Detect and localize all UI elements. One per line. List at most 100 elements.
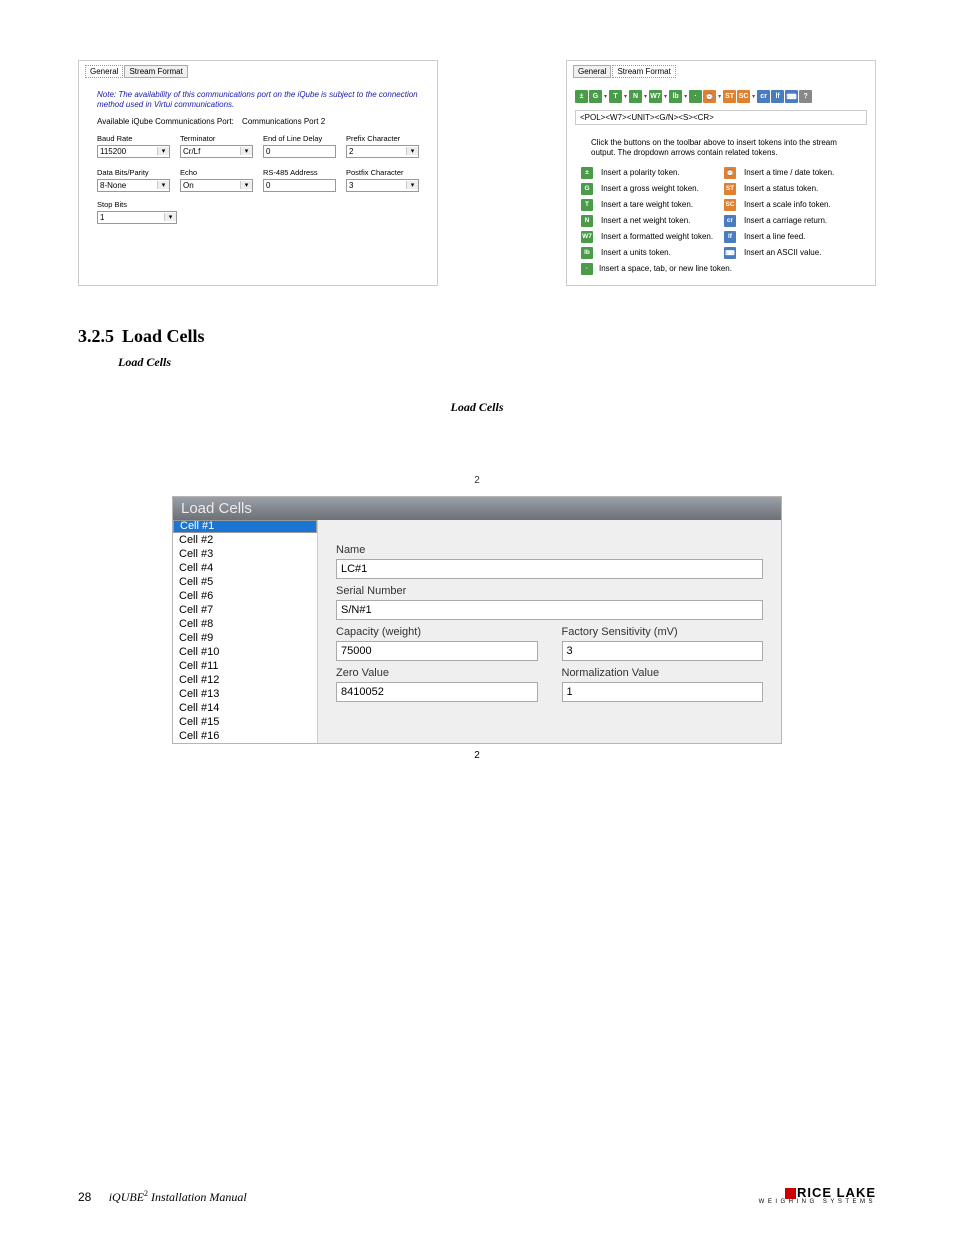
- format-string[interactable]: <POL><W7><UNIT><G/N><S><CR>: [575, 110, 867, 125]
- token-icon[interactable]: lb: [581, 247, 593, 259]
- chevron-down-icon[interactable]: ▾: [240, 147, 252, 155]
- chevron-down-icon[interactable]: ▾: [623, 93, 628, 100]
- net-icon[interactable]: N: [629, 90, 642, 103]
- section-subtitle: Load Cells: [118, 355, 876, 370]
- chevron-down-icon[interactable]: ▾: [683, 93, 688, 100]
- baud-select[interactable]: [98, 147, 157, 156]
- list-item[interactable]: Cell #15: [173, 715, 317, 729]
- dbp-label: Data Bits/Parity: [97, 168, 170, 177]
- chevron-down-icon[interactable]: ▾: [240, 181, 252, 189]
- general-config-panel: General Stream Format Note: The availabi…: [78, 60, 438, 286]
- capacity-label: Capacity (weight): [336, 626, 538, 638]
- chevron-down-icon[interactable]: ▾: [406, 147, 418, 155]
- list-item[interactable]: Cell #9: [173, 631, 317, 645]
- chevron-down-icon[interactable]: ▾: [663, 93, 668, 100]
- chevron-down-icon[interactable]: ▾: [717, 93, 722, 100]
- norm-label: Normalization Value: [562, 667, 764, 679]
- token-icon[interactable]: ⌚: [724, 167, 736, 179]
- cr-icon[interactable]: cr: [757, 90, 770, 103]
- stopbits-select[interactable]: [98, 213, 164, 222]
- zero-input[interactable]: [336, 682, 538, 702]
- chevron-down-icon[interactable]: ▾: [603, 93, 608, 100]
- list-item[interactable]: Cell #7: [173, 603, 317, 617]
- logo-text: RICE LAKE: [797, 1185, 876, 1200]
- token-icon[interactable]: ST: [724, 183, 736, 195]
- chevron-down-icon[interactable]: ▾: [157, 147, 169, 155]
- token-icon[interactable]: cr: [724, 215, 736, 227]
- list-item[interactable]: Cell #1: [173, 520, 317, 533]
- tab-stream-format[interactable]: Stream Format: [612, 65, 675, 78]
- list-item[interactable]: Cell #10: [173, 645, 317, 659]
- ascii-icon[interactable]: ⌨: [785, 90, 798, 103]
- token-icon[interactable]: SC: [724, 199, 736, 211]
- eol-input[interactable]: [264, 147, 335, 156]
- token-icon[interactable]: W7: [581, 231, 593, 243]
- list-item[interactable]: Cell #13: [173, 687, 317, 701]
- dbp-select[interactable]: [98, 181, 157, 190]
- polarity-icon[interactable]: ±: [575, 90, 588, 103]
- footer-left: 28 iQUBE2 Installation Manual: [78, 1189, 247, 1205]
- token-desc: Insert a space, tab, or new line token.: [599, 264, 732, 273]
- list-item[interactable]: Cell #5: [173, 575, 317, 589]
- chevron-down-icon[interactable]: ▾: [643, 93, 648, 100]
- token-desc: Insert a time / date token.: [744, 168, 861, 177]
- echo-label: Echo: [180, 168, 253, 177]
- token-icon[interactable]: G: [581, 183, 593, 195]
- space-icon[interactable]: ·: [689, 90, 702, 103]
- page-number: 28: [78, 1190, 91, 1204]
- tab-general[interactable]: General: [573, 65, 611, 78]
- list-item[interactable]: Cell #8: [173, 617, 317, 631]
- prefix-select[interactable]: [347, 147, 406, 156]
- token-desc: Insert a carriage return.: [744, 216, 861, 225]
- help-icon[interactable]: ?: [799, 90, 812, 103]
- chevron-down-icon[interactable]: ▾: [406, 181, 418, 189]
- list-item[interactable]: Cell #2: [173, 533, 317, 547]
- echo-select[interactable]: [181, 181, 240, 190]
- token-desc: Insert a line feed.: [744, 232, 861, 241]
- list-item[interactable]: Cell #16: [173, 729, 317, 743]
- gross-icon[interactable]: G: [589, 90, 602, 103]
- token-icon[interactable]: T: [581, 199, 593, 211]
- rs485-label: RS-485 Address: [263, 168, 336, 177]
- rs485-input[interactable]: [264, 181, 335, 190]
- section-heading: 3.2.5Load Cells: [78, 326, 876, 347]
- list-item[interactable]: Cell #14: [173, 701, 317, 715]
- tab-general[interactable]: General: [85, 65, 123, 78]
- eol-label: End of Line Delay: [263, 134, 336, 143]
- tab-stream-format[interactable]: Stream Format: [124, 65, 187, 78]
- token-icon[interactable]: ⌨: [724, 247, 736, 259]
- terminator-select[interactable]: [181, 147, 240, 156]
- token-icon[interactable]: ·: [581, 263, 593, 275]
- status-icon[interactable]: ST: [723, 90, 736, 103]
- name-label: Name: [336, 544, 763, 556]
- list-item[interactable]: Cell #11: [173, 659, 317, 673]
- units-icon[interactable]: lb: [669, 90, 682, 103]
- capacity-input[interactable]: [336, 641, 538, 661]
- token-desc: Insert a net weight token.: [601, 216, 718, 225]
- token-icon[interactable]: lf: [724, 231, 736, 243]
- tare-icon[interactable]: T: [609, 90, 622, 103]
- serial-label: Serial Number: [336, 585, 763, 597]
- list-item[interactable]: Cell #3: [173, 547, 317, 561]
- token-icon[interactable]: N: [581, 215, 593, 227]
- list-item[interactable]: Cell #4: [173, 561, 317, 575]
- w7-icon[interactable]: W7: [649, 90, 662, 103]
- list-item[interactable]: Cell #12: [173, 673, 317, 687]
- sensitivity-input[interactable]: [562, 641, 764, 661]
- token-icon[interactable]: ±: [581, 167, 593, 179]
- loose-number: 2: [78, 475, 876, 486]
- scaleinfo-icon[interactable]: SC: [737, 90, 750, 103]
- datetime-icon[interactable]: ⌚: [703, 90, 716, 103]
- norm-input[interactable]: [562, 682, 764, 702]
- lf-icon[interactable]: lf: [771, 90, 784, 103]
- serial-input[interactable]: [336, 600, 763, 620]
- chevron-down-icon[interactable]: ▾: [157, 181, 169, 189]
- terminator-label: Terminator: [180, 134, 253, 143]
- name-input[interactable]: [336, 559, 763, 579]
- postfix-select[interactable]: [347, 181, 406, 190]
- prefix-label: Prefix Character: [346, 134, 419, 143]
- list-item[interactable]: Cell #6: [173, 589, 317, 603]
- chevron-down-icon[interactable]: ▾: [164, 213, 176, 221]
- manual-title-b: Installation Manual: [148, 1190, 247, 1204]
- chevron-down-icon[interactable]: ▾: [751, 93, 756, 100]
